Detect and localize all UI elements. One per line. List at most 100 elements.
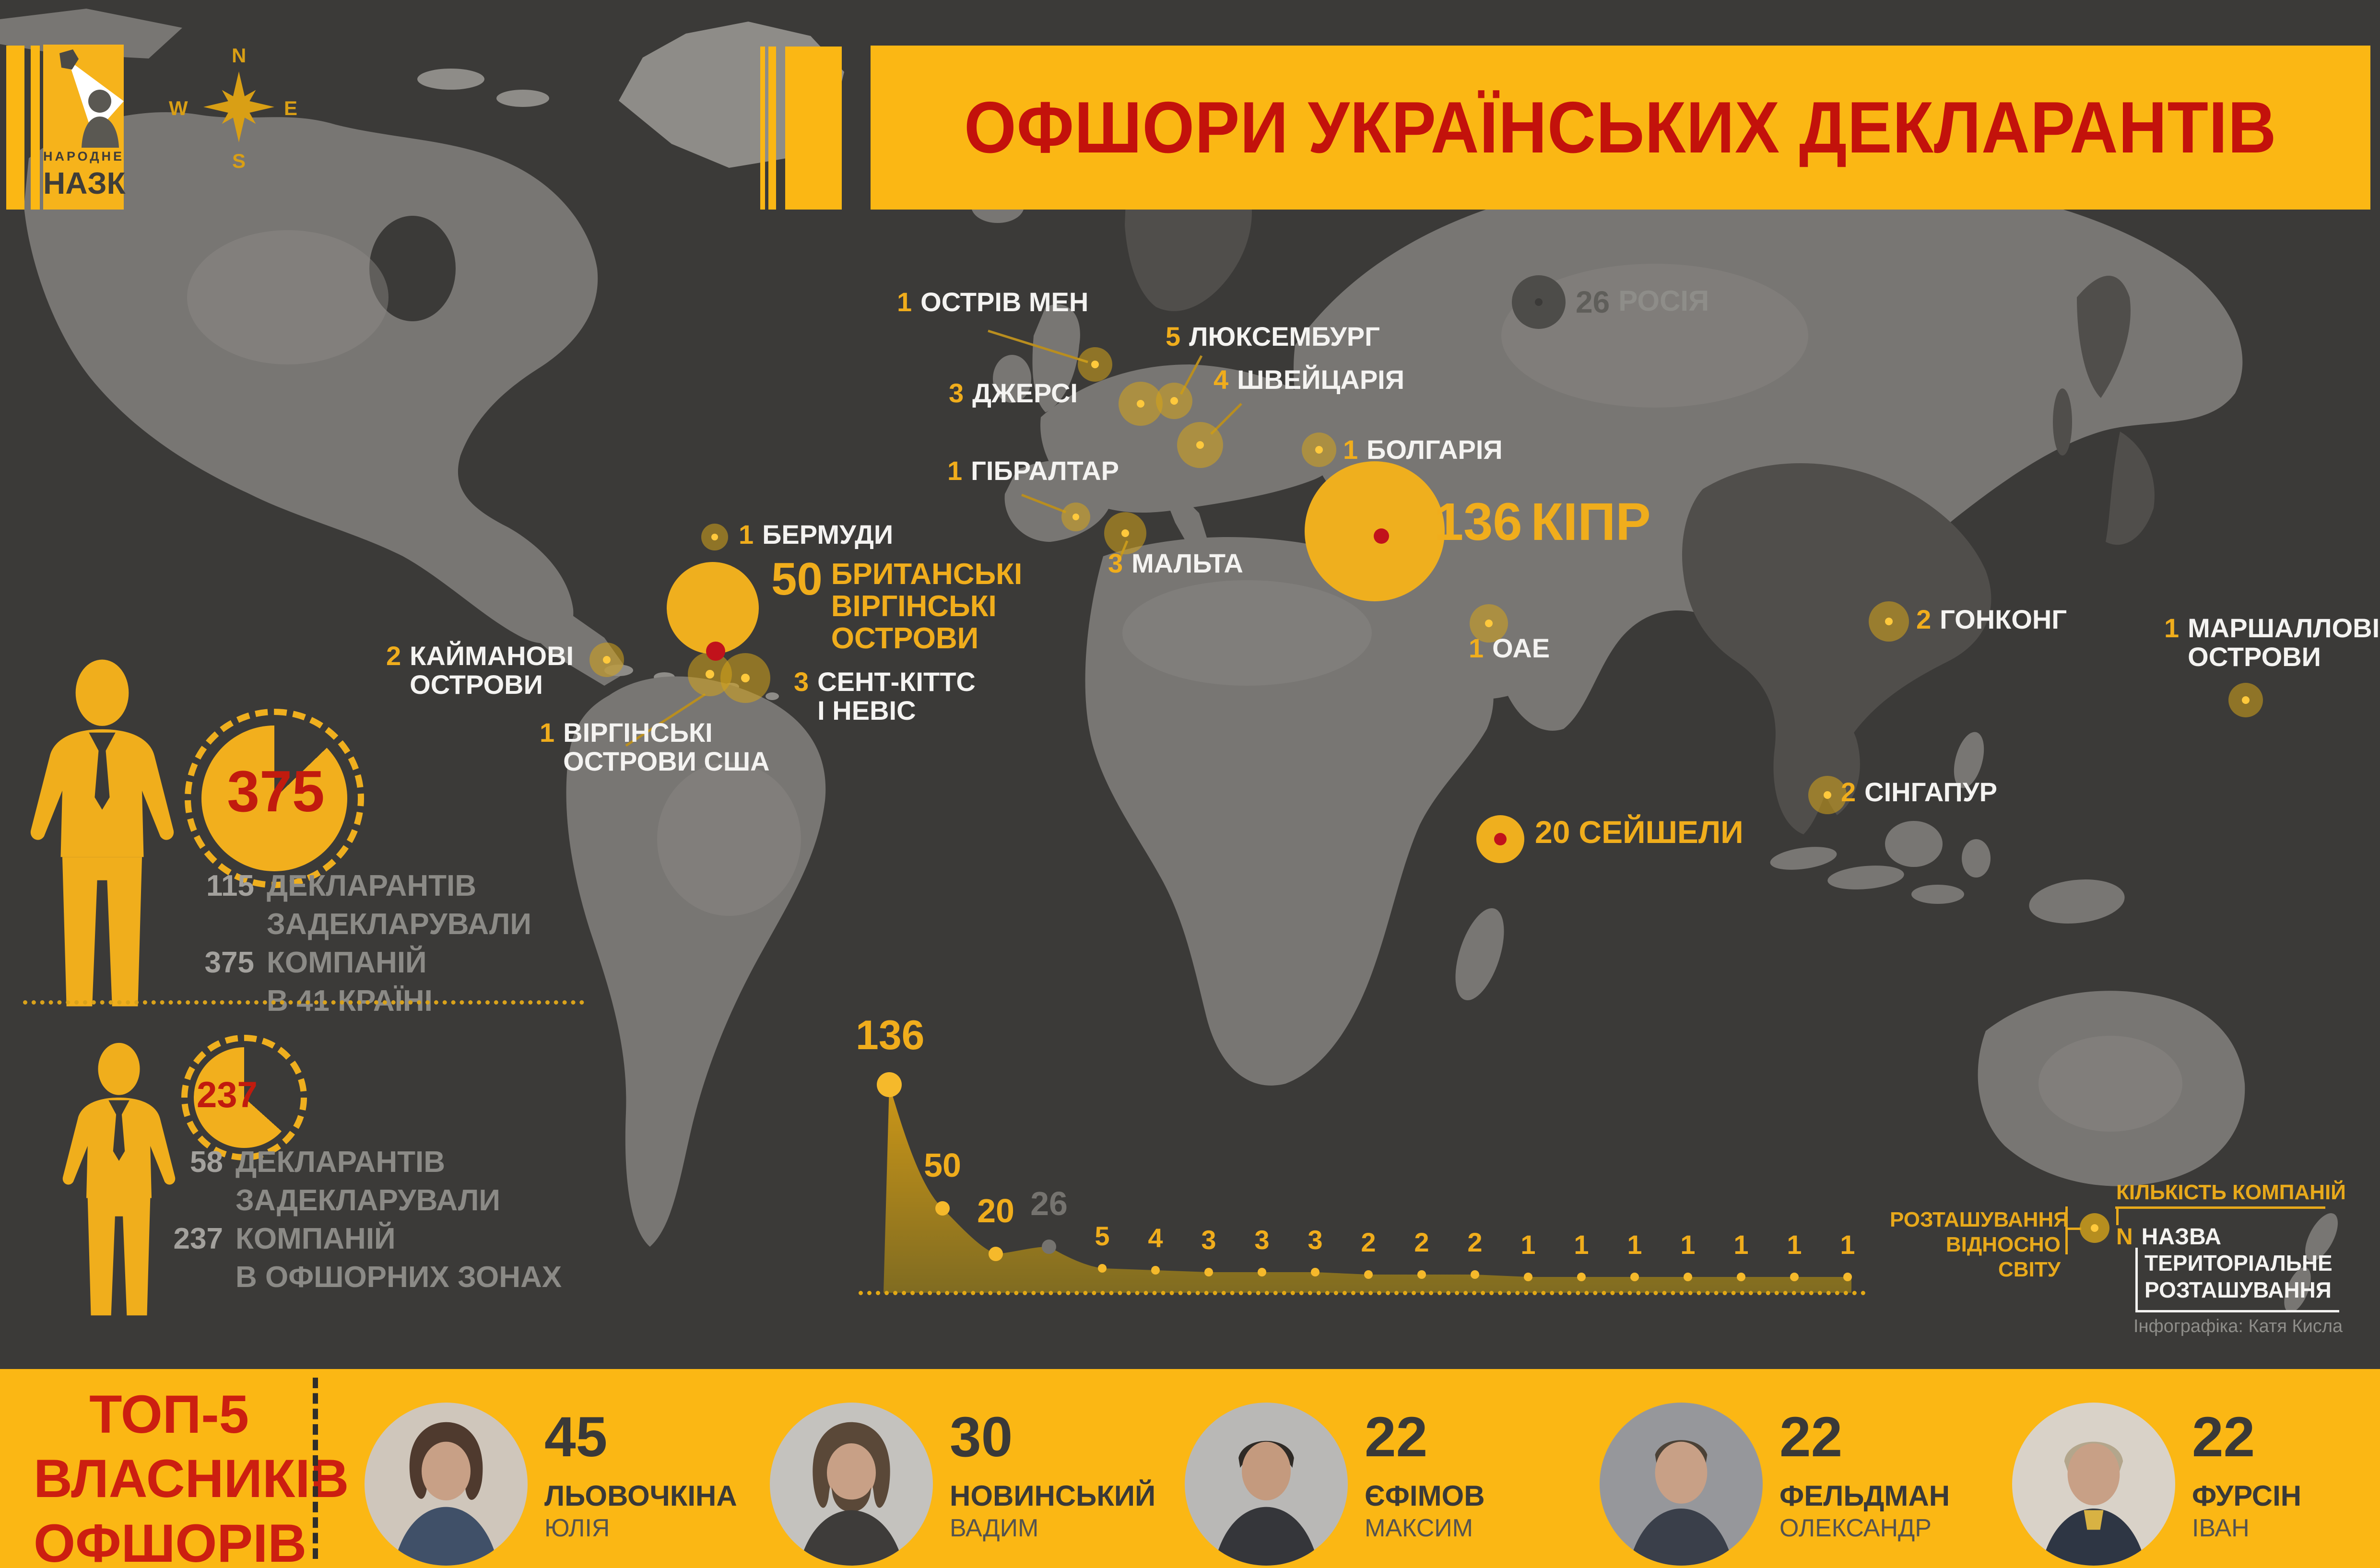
legend-bubble-dot [2091, 1224, 2098, 1232]
page-title: ОФШОРИ УКРАЇНСЬКИХ ДЕКЛАРАНТІВ [964, 86, 2277, 168]
stat-text: КОМПАНІЙ [267, 946, 427, 979]
map-label-hong-kong: 2 ГОНКОНГ [1916, 604, 2067, 634]
logo-stripe-thin [31, 46, 40, 210]
map-label-gibraltar: 1 ГІБРАЛТАР [947, 456, 1119, 486]
chart-value-label: 2 [1467, 1227, 1483, 1257]
person-firstname: ЮЛІЯ [544, 1514, 610, 1542]
pie-237-value: 237 [197, 1075, 258, 1115]
avatar-feldman [1600, 1403, 1763, 1566]
compass-s: S [232, 150, 246, 172]
credit-line: Інфографіка: Катя Кисла [2133, 1316, 2343, 1336]
person-firstname: МАКСИМ [1365, 1514, 1473, 1542]
avatar-yefimov [1185, 1403, 1348, 1566]
logo-text-line1: НАРОДНЕ [43, 149, 125, 164]
chart-value-label: 1 [1840, 1229, 1855, 1260]
map-label-bulgaria: 1 БОЛГАРІЯ [1343, 434, 1503, 465]
chart-value-label: 50 [924, 1147, 961, 1184]
chart-value-label: 1 [1787, 1229, 1802, 1260]
map-label-isle-of-man: 1 ОСТРІВ МЕН [897, 287, 1089, 317]
stat-text: КОМПАНІЙ [236, 1222, 396, 1255]
stat-text: ДЕКЛАРАНТІВ [236, 1146, 445, 1179]
avatar-fursin [2012, 1403, 2175, 1566]
pie-375 [201, 725, 347, 871]
legend-world-position-label: РОЗТАШУВАННЯ ВІДНОСНО СВІТУ [1890, 1208, 2069, 1281]
spotlight-person-icon [59, 49, 124, 148]
stat-text: ЗАДЕКЛАРУВАЛИ [236, 1184, 500, 1217]
map-label-singapore: 2 СІНГАПУР [1841, 777, 1997, 807]
top5-person-5: 22 ФУРСІН ІВАН [2012, 1403, 2357, 1568]
chart-baseline [859, 1291, 1866, 1295]
map-label-bermuda: 1 БЕРМУДИ [739, 519, 894, 550]
person-firstname: ОЛЕКСАНДР [1779, 1514, 1932, 1542]
top5-title: ТОП-5 ВЛАСНИКІВ ОФШОРІВ [34, 1384, 349, 1568]
compass-e: E [284, 97, 298, 119]
chart-value-label: 1 [1733, 1229, 1749, 1260]
map-label-cayman: 2 КАЙМАНОВІ ОСТРОВИ [386, 641, 574, 700]
banner-stripe-3 [785, 47, 842, 210]
stat-number: 115 [206, 869, 254, 902]
stat-text: В ОФШОРНИХ ЗОНАХ [236, 1261, 562, 1294]
person-surname: ФЕЛЬДМАН [1779, 1480, 1950, 1512]
chart-value-label: 3 [1201, 1225, 1216, 1255]
pie-237 [194, 1047, 295, 1148]
stat-text: ЗАДЕКЛАРУВАЛИ [267, 908, 531, 941]
legend-territory-label: ТЕРИТОРІАЛЬНЕ РОЗТАШУВАННЯ [2135, 1248, 2339, 1312]
banner-stripe-2 [768, 47, 776, 210]
area-chart [877, 1072, 1852, 1293]
legend-n: N [2116, 1224, 2133, 1250]
map-label-uae: 1 ОАЕ [1469, 633, 1550, 663]
compass-w: W [169, 97, 188, 119]
map-label-switzerland: 4 ШВЕЙЦАРІЯ [1214, 364, 1404, 395]
person-surname: НОВИНСЬКИЙ [950, 1480, 1156, 1512]
title-banner: ОФШОРИ УКРАЇНСЬКИХ ДЕКЛАРАНТІВ [871, 46, 2370, 210]
chart-value-label: 5 [1095, 1221, 1110, 1251]
offshore-count: 22 [1365, 1405, 1428, 1469]
map-label-seychelles: 20 СЕЙШЕЛИ [1535, 814, 1744, 850]
top5-person-1: 45 ЛЬОВОЧКІНА ЮЛІЯ [365, 1403, 737, 1568]
top5-person-4: 22 ФЕЛЬДМАН ОЛЕКСАНДР [1600, 1403, 1950, 1568]
map-label-russia: 26 РОСІЯ [1576, 285, 1709, 319]
legend-name-row: N НАЗВА [2116, 1224, 2221, 1250]
stat-block-2: 58 ДЕКЛАРАНТІВ ЗАДЕКЛАРУВАЛИ 237 КОМПАНІЙ … [139, 1145, 562, 1299]
avatar-novynskyi [770, 1403, 933, 1566]
map-label-jersey: 3 ДЖЕРСІ [949, 378, 1078, 408]
chart-value-label: 1 [1680, 1229, 1696, 1260]
map-label-malta: 3 МАЛЬТА [1108, 548, 1243, 578]
chart-value-label: 26 [1030, 1185, 1068, 1222]
offshore-count: 22 [1779, 1405, 1843, 1469]
legend-bracket [2116, 1209, 2119, 1225]
nazk-logo: НАРОДНЕ НАЗК [43, 45, 126, 210]
chart-value-label: 2 [1414, 1227, 1429, 1257]
stats-separator [23, 1000, 584, 1005]
logo-text-line2: НАЗК [43, 166, 126, 200]
pie-375-value: 375 [227, 759, 325, 824]
banner-stripe-1 [760, 47, 765, 210]
chart-value-label: 1 [1627, 1229, 1642, 1260]
stat-text: ДЕКЛАРАНТІВ [267, 869, 476, 902]
legend-connector-h [2068, 1228, 2081, 1230]
legend-underline [2115, 1206, 2325, 1209]
top5-person-2: 30 НОВИНСЬКИЙ ВАДИМ [770, 1403, 1155, 1568]
map-label-us-virgin-islands: 1 ВІРГІНСЬКІ ОСТРОВИ США [540, 717, 770, 777]
person-surname: ЛЬОВОЧКІНА [544, 1480, 737, 1512]
map-label-st-kitts: 3 СЕНТ-КІТТС І НЕВІС [794, 667, 976, 726]
stat-number: 58 [190, 1146, 223, 1179]
declarant-figure-large [30, 659, 174, 1006]
legend-name-label: НАЗВА [2141, 1224, 2222, 1250]
chart-value-label: 1 [1574, 1229, 1589, 1260]
map-label-british-virgin-islands: 50 БРИТАНСЬКІ ВІРГІНСЬКІ ОСТРОВИ [771, 553, 1023, 655]
stat-number: 375 [204, 946, 254, 979]
declarant-figure-small [62, 1042, 176, 1316]
stat-number: 237 [173, 1222, 223, 1255]
offshore-count: 30 [950, 1405, 1013, 1469]
chart-value-label: 2 [1361, 1227, 1376, 1257]
logo-stripe-wide [6, 46, 24, 210]
chart-value-label: 1 [1520, 1229, 1536, 1260]
person-surname: ФУРСІН [2192, 1480, 2302, 1512]
chart-value-label: 136 [856, 1012, 925, 1058]
compass-n: N [232, 44, 247, 67]
chart-value-label: 3 [1308, 1225, 1323, 1255]
offshore-count: 22 [2192, 1405, 2255, 1469]
legend-company-count-label: КІЛЬКІСТЬ КОМПАНІЙ [2116, 1181, 2346, 1204]
